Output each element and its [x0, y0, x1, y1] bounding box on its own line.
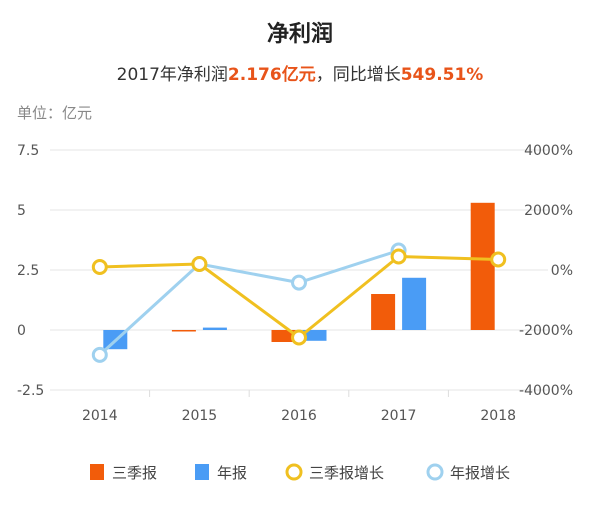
y-axis-left-labels: 7.5 5 2.5 0 -2.5: [17, 143, 44, 399]
y-left-tick-label: -2.5: [17, 383, 44, 399]
bars-layer: [103, 202, 495, 350]
subtitle-prefix: 2017年净利润: [117, 65, 228, 85]
bar-三季报-2018: [470, 202, 495, 330]
chart-title: 净利润: [267, 21, 333, 47]
subtitle-profit-value: 2.176亿元: [228, 64, 316, 85]
legend-label: 三季报增长: [309, 464, 384, 482]
subtitle-growth-value: 549.51%: [401, 65, 484, 85]
chart-subtitle: 2017年净利润2.176亿元，同比增长549.51%: [117, 64, 484, 85]
bar-三季报-2015: [171, 330, 196, 332]
bar-三季报-2017: [371, 294, 396, 330]
bar-年报-2017: [402, 277, 427, 330]
y-right-tick-label: -2000%: [519, 323, 573, 339]
legend-swatch: [195, 464, 209, 480]
y-right-tick-label: 4000%: [524, 143, 573, 159]
legend-label: 年报: [217, 464, 247, 482]
y-right-tick-label: -4000%: [519, 383, 573, 399]
point-三季报增长: [291, 329, 307, 346]
legend-swatch: [285, 463, 303, 481]
y-left-tick-label: 7.5: [17, 143, 39, 159]
point-年报增长: [291, 274, 307, 291]
legend-swatch: [426, 463, 444, 481]
x-tick-label: 2016: [281, 408, 317, 424]
subtitle-middle: ，同比增长: [316, 65, 401, 85]
y-right-tick-label: 2000%: [524, 203, 573, 219]
line-三季报增长: [99, 255, 499, 339]
point-三季报增长: [191, 256, 208, 272]
legend-label: 年报增长: [450, 464, 510, 482]
y-left-tick-label: 2.5: [17, 263, 39, 279]
point-年报增长: [91, 346, 108, 363]
line-年报增长: [98, 249, 400, 357]
x-tick-label: 2018: [480, 408, 516, 424]
x-tick-label: 2014: [82, 408, 118, 424]
lines-layer: [91, 242, 507, 363]
x-tick-label: 2015: [182, 408, 218, 424]
bar-三季报-2016: [271, 330, 296, 342]
gridlines: [50, 149, 548, 397]
x-tick-label: 2017: [381, 408, 417, 424]
point-三季报增长: [390, 248, 407, 265]
legend: 三季报 年报 三季报增长 年报增长: [90, 463, 510, 482]
unit-label: 单位：亿元: [17, 104, 92, 122]
y-left-tick-label: 5: [17, 203, 26, 219]
y-axis-right-labels: 4000% 2000% 0% -2000% -4000%: [519, 143, 573, 399]
bar-年报-2016: [302, 330, 327, 341]
legend-swatch: [90, 464, 104, 480]
bar-年报-2015: [202, 327, 227, 330]
x-axis-labels: 2014 2015 2016 2017 2018: [82, 408, 516, 424]
legend-label: 三季报: [112, 464, 157, 482]
y-left-tick-label: 0: [17, 323, 26, 339]
point-三季报增长: [490, 251, 507, 268]
y-right-tick-label: 0%: [551, 263, 573, 279]
point-三季报增长: [91, 259, 108, 275]
